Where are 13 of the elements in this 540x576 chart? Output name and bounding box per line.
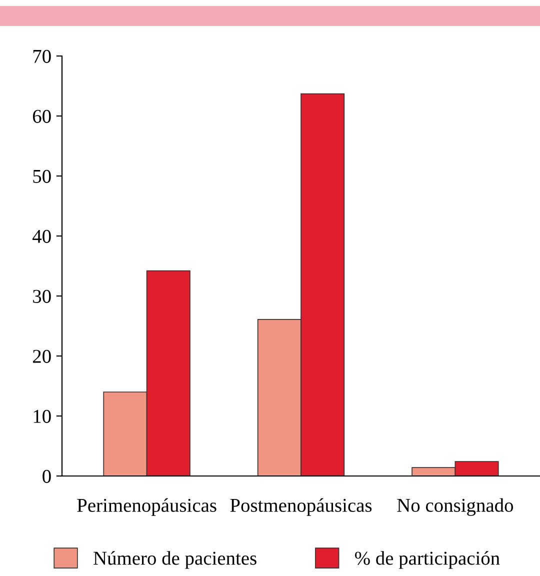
legend-label: % de participación — [355, 551, 500, 569]
y-tick-label: 20 — [32, 350, 51, 363]
y-tick-label: 50 — [33, 170, 51, 183]
legend-label: Número de pacientes — [94, 551, 256, 569]
y-tick-label: 40 — [32, 230, 51, 243]
x-tick-label: Perimenopáusicas — [77, 498, 216, 516]
y-tick-label: 10 — [34, 410, 51, 423]
y-tick-label: 0 — [42, 470, 51, 483]
y-tick-label: 70 — [33, 50, 51, 63]
x-tick-label: No consignado — [397, 498, 514, 516]
x-tick-label: Postmenopáusicas — [230, 498, 372, 516]
y-tick-label: 30 — [33, 290, 51, 303]
y-tick-label: 60 — [32, 110, 51, 123]
